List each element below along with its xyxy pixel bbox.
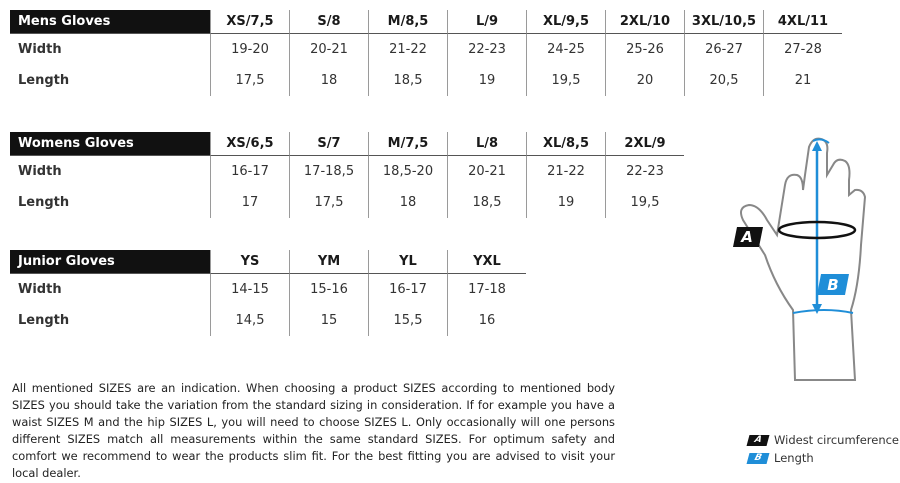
legend-badge: A <box>746 434 770 446</box>
header-row: Womens Gloves XS/6,5 S/7 M/7,5 L/8 XL/8,5 2XL/… <box>10 132 684 156</box>
width-ellipse <box>777 220 857 240</box>
size-value: 26-27 <box>684 34 763 65</box>
size-value: 21 <box>763 65 842 96</box>
legend-item: B Length <box>746 451 814 465</box>
size-value: 17,5 <box>289 187 368 218</box>
size-value: 14-15 <box>210 274 289 305</box>
size-header: YL <box>368 250 447 274</box>
size-value: 17,5 <box>210 65 289 96</box>
size-header: S/8 <box>289 10 368 34</box>
legend-text: Widest circumference <box>774 433 900 447</box>
size-value: 22-23 <box>605 156 684 187</box>
size-value: 18,5 <box>447 187 526 218</box>
size-table: Mens Gloves XS/7,5 S/8 M/8,5 L/9 XL/9,5 2XL/10… <box>10 10 842 96</box>
size-value: 20,5 <box>684 65 763 96</box>
size-table: Junior Gloves YS YM YL YXL Width 14-15 15-16 16-… <box>10 250 526 336</box>
size-value: 19-20 <box>210 34 289 65</box>
legend-text: Length <box>774 451 814 465</box>
size-value: 18 <box>368 187 447 218</box>
size-value: 19,5 <box>605 187 684 218</box>
size-header: S/7 <box>289 132 368 156</box>
glove-outline <box>740 137 867 381</box>
label-b: B <box>827 276 838 294</box>
legend-badge: B <box>746 452 770 464</box>
size-value: 15-16 <box>289 274 368 305</box>
size-header: 2XL/9 <box>605 132 684 156</box>
size-header: XL/9,5 <box>526 10 605 34</box>
size-value: 19 <box>526 187 605 218</box>
size-header: L/9 <box>447 10 526 34</box>
size-value: 16-17 <box>368 274 447 305</box>
table-body: Width 19-20 20-21 21-22 22-23 24-25 25-26 26-27… <box>10 34 842 96</box>
size-value: 16-17 <box>210 156 289 187</box>
size-header: 3XL/10,5 <box>684 10 763 34</box>
row-label: Length <box>18 73 70 88</box>
size-value: 27-28 <box>763 34 842 65</box>
header-row: Mens Gloves XS/7,5 S/8 M/8,5 L/9 XL/9,5 2XL/10… <box>10 10 842 34</box>
row-label: Length <box>18 195 70 210</box>
size-value: 22-23 <box>447 34 526 65</box>
size-value: 17-18 <box>447 274 526 305</box>
table-body: Width 14-15 15-16 16-17 17-18 Length 14,5 15 15,… <box>10 274 526 336</box>
size-header: L/8 <box>447 132 526 156</box>
table-title: Womens Gloves <box>10 132 210 156</box>
size-header: 4XL/11 <box>763 10 842 34</box>
data-row: Length 14,5 15 15,5 16 <box>10 305 526 336</box>
size-value: 18 <box>289 65 368 96</box>
header-row: Junior Gloves YS YM YL YXL <box>10 250 526 274</box>
data-row: Width 19-20 20-21 21-22 22-23 24-25 25-26 26-27… <box>10 34 842 65</box>
size-value: 15 <box>289 305 368 336</box>
size-value: 19 <box>447 65 526 96</box>
size-header: XS/7,5 <box>210 10 289 34</box>
table-body: Width 16-17 17-18,5 18,5-20 20-21 21-22 22-23 L… <box>10 156 684 218</box>
data-row: Width 14-15 15-16 16-17 17-18 <box>10 274 526 305</box>
size-value: 18,5 <box>368 65 447 96</box>
size-header: YXL <box>447 250 526 274</box>
row-label: Length <box>18 313 70 328</box>
size-header: M/8,5 <box>368 10 447 34</box>
table-title: Junior Gloves <box>10 250 210 274</box>
row-label: Width <box>18 282 62 297</box>
size-header: XL/8,5 <box>526 132 605 156</box>
data-row: Width 16-17 17-18,5 18,5-20 20-21 21-22 22-23 <box>10 156 684 187</box>
size-value: 24-25 <box>526 34 605 65</box>
row-label: Width <box>18 42 62 57</box>
data-row: Length 17 17,5 18 18,5 19 19,5 <box>10 187 684 218</box>
label-a: A <box>740 228 753 246</box>
data-row: Length 17,5 18 18,5 19 19,5 20 20,5 21 <box>10 65 842 96</box>
size-value: 16 <box>447 305 526 336</box>
size-header: 2XL/10 <box>605 10 684 34</box>
size-value: 15,5 <box>368 305 447 336</box>
size-value: 21-22 <box>526 156 605 187</box>
size-value: 14,5 <box>210 305 289 336</box>
legend-item: A Widest circumference <box>746 433 900 447</box>
size-value: 21-22 <box>368 34 447 65</box>
glove-diagram: A B <box>733 137 867 381</box>
size-value: 17-18,5 <box>289 156 368 187</box>
size-header: M/7,5 <box>368 132 447 156</box>
size-value: 19,5 <box>526 65 605 96</box>
size-value: 20-21 <box>289 34 368 65</box>
size-header: XS/6,5 <box>210 132 289 156</box>
row-label: Width <box>18 164 62 179</box>
size-header: YM <box>289 250 368 274</box>
size-value: 25-26 <box>605 34 684 65</box>
size-value: 18,5-20 <box>368 156 447 187</box>
table-title: Mens Gloves <box>10 10 210 34</box>
size-value: 17 <box>210 187 289 218</box>
size-value: 20 <box>605 65 684 96</box>
note: All mentioned SIZES are an indication. W… <box>12 381 615 480</box>
size-value: 20-21 <box>447 156 526 187</box>
size-table: Womens Gloves XS/6,5 S/7 M/7,5 L/8 XL/8,5 2XL/… <box>10 132 684 218</box>
size-header: YS <box>210 250 289 274</box>
